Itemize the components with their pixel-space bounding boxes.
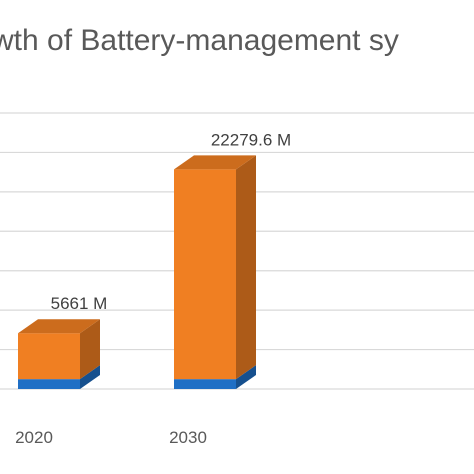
- bar-2030-segment-2: [174, 169, 236, 380]
- data-label-2030: 22279.6 M: [211, 130, 291, 149]
- data-label-2020: 5661 M: [51, 294, 108, 313]
- bar-2030-segment-1: [174, 379, 236, 389]
- bar-2030-top: [174, 155, 256, 170]
- x-tick-label-2030: 2030: [169, 428, 207, 447]
- x-tick-label-2020: 2020: [15, 428, 53, 447]
- bar-2020-top: [18, 319, 100, 334]
- bar-2020-side-2: [80, 319, 100, 380]
- bar-2030-side-2: [236, 155, 256, 380]
- bar-2020-segment-1: [18, 379, 80, 389]
- bar-2020-segment-2: [18, 333, 80, 380]
- chart-title: wth of Battery-management sy: [0, 24, 399, 57]
- bar-2020-side-1: [80, 365, 100, 389]
- bar-2030-side-1: [236, 365, 256, 389]
